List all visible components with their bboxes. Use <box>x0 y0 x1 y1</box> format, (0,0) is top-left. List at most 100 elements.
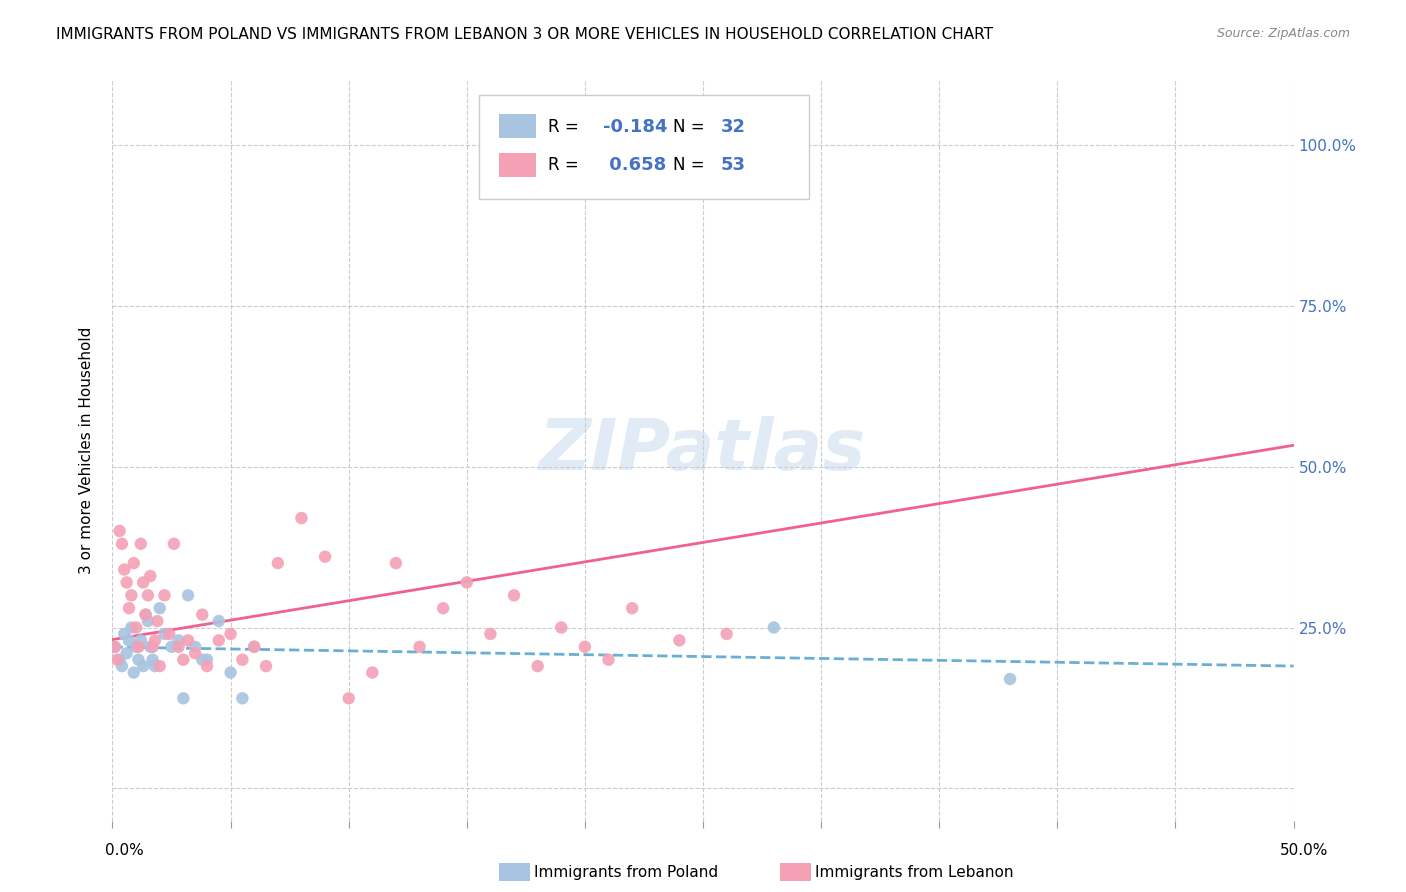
Point <box>243 640 266 654</box>
Point <box>267 556 290 570</box>
Point <box>195 659 218 673</box>
Point <box>104 640 127 654</box>
Point <box>125 640 148 654</box>
Point <box>167 640 190 654</box>
Text: Immigrants from Poland: Immigrants from Poland <box>534 865 718 880</box>
Point <box>361 665 384 680</box>
Point <box>550 620 572 634</box>
Point <box>195 653 218 667</box>
Text: 32: 32 <box>721 118 745 136</box>
Point <box>762 620 785 634</box>
Point <box>153 588 176 602</box>
Point <box>231 653 253 667</box>
Point <box>184 646 207 660</box>
Point <box>136 588 159 602</box>
Text: IMMIGRANTS FROM POLAND VS IMMIGRANTS FROM LEBANON 3 OR MORE VEHICLES IN HOUSEHOL: IMMIGRANTS FROM POLAND VS IMMIGRANTS FRO… <box>56 27 993 42</box>
Point <box>208 633 231 648</box>
Point <box>191 653 214 667</box>
Point <box>172 691 194 706</box>
Text: 0.0%: 0.0% <box>105 843 145 858</box>
Point <box>177 633 200 648</box>
Text: Source: ZipAtlas.com: Source: ZipAtlas.com <box>1216 27 1350 40</box>
Point <box>111 537 134 551</box>
Point <box>479 627 502 641</box>
Point <box>139 640 162 654</box>
Point <box>208 614 231 628</box>
Point <box>139 569 162 583</box>
Point <box>143 633 166 648</box>
Point <box>122 665 145 680</box>
Point <box>163 537 186 551</box>
Point <box>167 633 190 648</box>
Point <box>136 614 159 628</box>
Point <box>120 620 142 634</box>
Point <box>526 659 548 673</box>
Point <box>127 653 149 667</box>
Point <box>143 659 166 673</box>
Point <box>153 627 176 641</box>
Point <box>243 640 266 654</box>
Point <box>254 659 277 673</box>
Text: R =: R = <box>548 156 585 175</box>
Point <box>503 588 526 602</box>
Point <box>184 640 207 654</box>
Point <box>125 620 148 634</box>
Point <box>998 672 1021 686</box>
Point <box>104 640 127 654</box>
Point <box>219 665 242 680</box>
Text: Immigrants from Lebanon: Immigrants from Lebanon <box>815 865 1014 880</box>
Point <box>129 537 152 551</box>
Point <box>668 633 690 648</box>
FancyBboxPatch shape <box>478 95 810 199</box>
Text: -0.184: -0.184 <box>603 118 666 136</box>
FancyBboxPatch shape <box>499 153 537 177</box>
Text: ZIPatlas: ZIPatlas <box>540 416 866 485</box>
Point <box>432 601 454 615</box>
Point <box>574 640 596 654</box>
Point <box>314 549 336 564</box>
Point <box>191 607 214 622</box>
Point <box>142 653 165 667</box>
Point <box>122 556 145 570</box>
Point <box>115 646 138 660</box>
Point <box>157 627 180 641</box>
FancyBboxPatch shape <box>499 114 537 138</box>
Point <box>108 524 131 538</box>
Point <box>337 691 360 706</box>
Point <box>149 659 172 673</box>
Point <box>146 614 169 628</box>
Point <box>132 575 155 590</box>
Text: R =: R = <box>548 118 585 136</box>
Point <box>112 563 135 577</box>
Point <box>118 601 141 615</box>
Point <box>385 556 408 570</box>
Point <box>129 633 152 648</box>
Text: 53: 53 <box>721 156 745 175</box>
Point <box>111 659 134 673</box>
Point <box>115 575 138 590</box>
Text: 0.658: 0.658 <box>603 156 666 175</box>
Text: N =: N = <box>673 118 710 136</box>
Point <box>105 653 128 667</box>
Text: N =: N = <box>673 156 710 175</box>
Point <box>231 691 253 706</box>
Y-axis label: 3 or more Vehicles in Household: 3 or more Vehicles in Household <box>79 326 94 574</box>
Point <box>127 640 149 654</box>
Point <box>112 627 135 641</box>
Point <box>142 640 165 654</box>
Point <box>135 607 157 622</box>
Point <box>716 627 738 641</box>
Point <box>621 601 644 615</box>
Point <box>108 653 131 667</box>
Point <box>172 653 194 667</box>
Point <box>456 575 478 590</box>
Point <box>120 588 142 602</box>
Point <box>160 640 183 654</box>
Point <box>132 659 155 673</box>
Point <box>118 633 141 648</box>
Point <box>408 640 430 654</box>
Text: 50.0%: 50.0% <box>1281 843 1329 858</box>
Point <box>135 607 157 622</box>
Point <box>177 588 200 602</box>
Point <box>290 511 312 525</box>
